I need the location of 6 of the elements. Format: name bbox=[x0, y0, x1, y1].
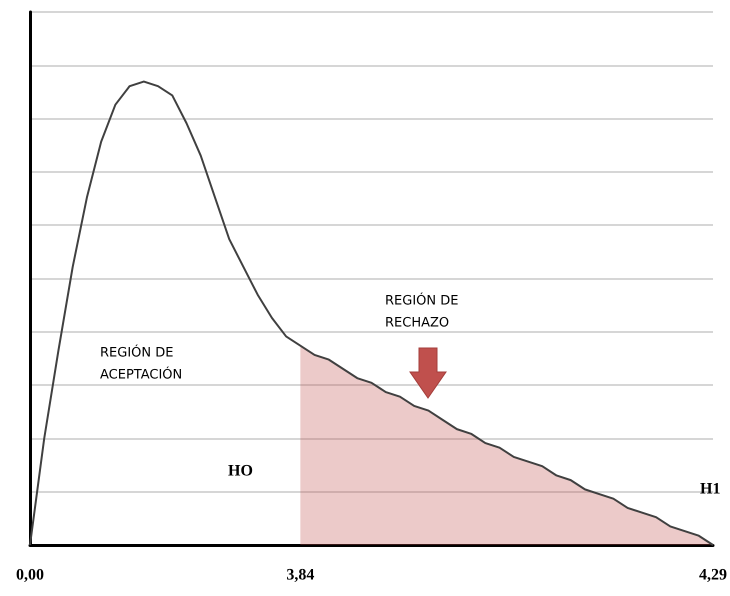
x-tick-label: 4,29 bbox=[699, 566, 727, 584]
x-tick-label: 0,00 bbox=[16, 566, 44, 584]
annotation: REGIÓN DE RECHAZO bbox=[385, 292, 458, 330]
x-tick-label: 3,84 bbox=[286, 566, 314, 584]
annotation: HO bbox=[228, 462, 253, 480]
annotation: REGIÓN DE ACEPTACIÓN bbox=[100, 344, 182, 382]
